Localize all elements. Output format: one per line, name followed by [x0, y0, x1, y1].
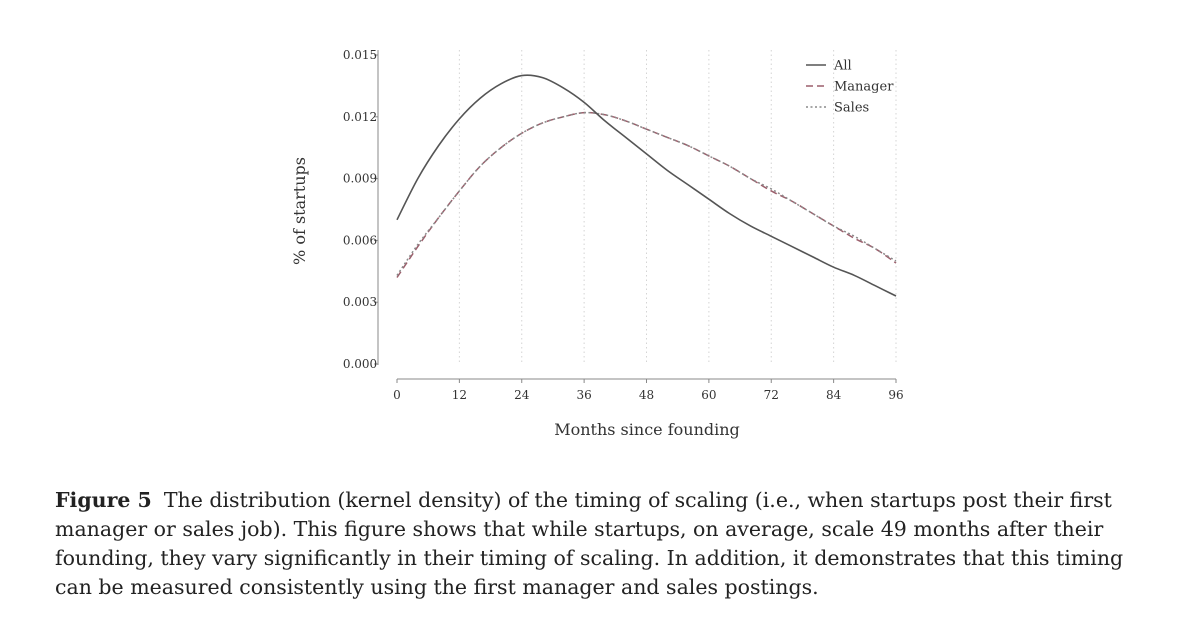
x-tick-label: 48: [639, 388, 654, 402]
y-tick-label: 0.000: [343, 357, 377, 371]
density-chart: 0.000 0.003 0.006 0.009 0.012 0.015 0 12 24 36 48 6…: [290, 48, 904, 439]
legend-label-sales: Sales: [834, 101, 869, 116]
y-tick-label: 0.012: [343, 110, 377, 124]
x-tick-label: 12: [452, 388, 467, 402]
grid-lines: [458, 50, 897, 364]
series-lines: [396, 74, 897, 297]
y-axis-title: % of startups: [290, 157, 309, 265]
x-tick-label: 36: [576, 388, 591, 402]
x-axis-title: Months since founding: [554, 420, 740, 439]
x-tick-label: 96: [888, 388, 903, 402]
series-line-all: [396, 74, 897, 297]
x-tick-label: 60: [701, 388, 716, 402]
y-tick-label: 0.009: [343, 172, 377, 186]
y-tick-label: 0.003: [343, 295, 377, 309]
figure-caption: Figure 5 The distribution (kernel density…: [55, 486, 1150, 602]
x-tick-label: 72: [764, 388, 779, 402]
legend-label-manager: Manager: [834, 80, 894, 95]
x-tick-label: 0: [393, 388, 401, 402]
caption-text: The distribution (kernel density) of the…: [55, 488, 1124, 599]
series-line-sales: [396, 111, 897, 276]
legend: All Manager Sales: [806, 59, 894, 116]
x-tick-label: 84: [826, 388, 842, 402]
figure-label: Figure 5: [55, 488, 152, 512]
axes: 0.000 0.003 0.006 0.009 0.012 0.015 0 12 24 36 48 6…: [343, 48, 904, 402]
y-tick-label: 0.006: [343, 233, 377, 247]
legend-label-all: All: [833, 59, 852, 74]
y-tick-label: 0.015: [343, 48, 377, 62]
x-tick-label: 24: [514, 388, 530, 402]
